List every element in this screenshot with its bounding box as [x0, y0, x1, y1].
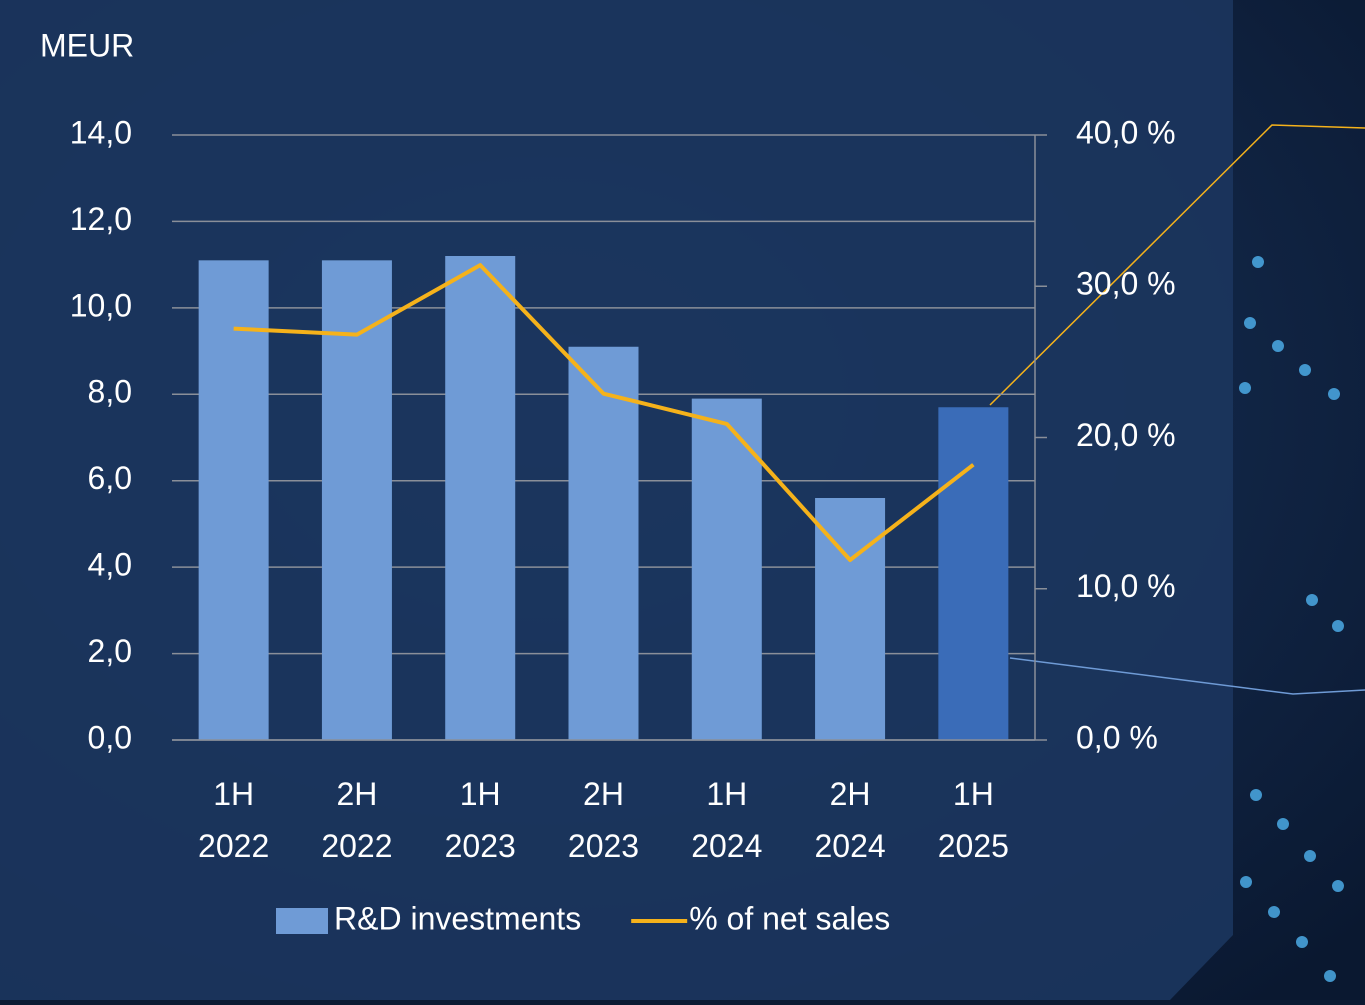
bar [199, 260, 269, 740]
y-tick-label: 14,0 [70, 114, 132, 150]
y-tick-label: 0,0 [88, 719, 132, 755]
chart: MEUR 0,0 2,0 4,0 6,0 8,0 10,0 12,0 14,0 0,0 % 10,… [0, 0, 1365, 1000]
y2-tick-label: 0,0 % [1076, 719, 1158, 755]
page: {"chart_data": { "type": "bar-line", "y_… [0, 0, 1365, 1000]
y-tick-label: 6,0 [88, 460, 132, 496]
legend-label: % of net sales [689, 900, 890, 936]
legend-label: R&D investments [334, 900, 581, 936]
y-tick-label: 2,0 [88, 633, 132, 669]
bar [938, 407, 1008, 740]
y2-tick-label: 20,0 % [1076, 417, 1176, 453]
y-tick-label: 8,0 [88, 374, 132, 410]
y-axis-title: MEUR [40, 27, 134, 63]
bar [569, 347, 639, 740]
y-tick-label: 10,0 [70, 287, 132, 323]
bar [445, 256, 515, 740]
y2-tick-label: 30,0 % [1076, 266, 1176, 302]
y2-tick-label: 10,0 % [1076, 568, 1176, 604]
y-tick-label: 4,0 [88, 547, 132, 583]
y2-tick-label: 40,0 % [1076, 114, 1176, 150]
legend-swatch [276, 908, 328, 934]
y-tick-label: 12,0 [70, 201, 132, 237]
